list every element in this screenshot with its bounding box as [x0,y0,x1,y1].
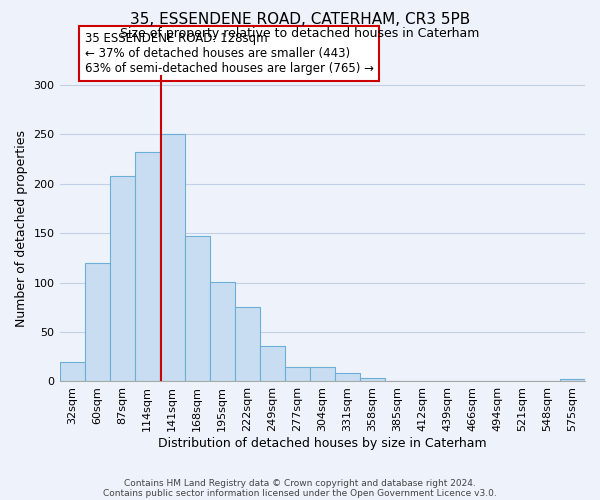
Text: Size of property relative to detached houses in Caterham: Size of property relative to detached ho… [121,28,479,40]
Bar [235,308,260,382]
Bar [260,346,285,382]
Bar [85,263,110,382]
Bar [560,380,585,382]
Bar [134,152,160,382]
Text: Contains HM Land Registry data © Crown copyright and database right 2024.: Contains HM Land Registry data © Crown c… [124,478,476,488]
Text: 35 ESSENDENE ROAD: 128sqm
← 37% of detached houses are smaller (443)
63% of semi: 35 ESSENDENE ROAD: 128sqm ← 37% of detac… [85,32,374,75]
Bar [209,282,235,382]
X-axis label: Distribution of detached houses by size in Caterham: Distribution of detached houses by size … [158,437,487,450]
Text: Contains public sector information licensed under the Open Government Licence v3: Contains public sector information licen… [103,488,497,498]
Text: 35, ESSENDENE ROAD, CATERHAM, CR3 5PB: 35, ESSENDENE ROAD, CATERHAM, CR3 5PB [130,12,470,28]
Bar [310,366,335,382]
Bar [59,362,85,382]
Bar [285,366,310,382]
Y-axis label: Number of detached properties: Number of detached properties [15,130,28,326]
Bar [185,236,209,382]
Bar [160,134,185,382]
Bar [110,176,134,382]
Bar [335,372,360,382]
Bar [360,378,385,382]
